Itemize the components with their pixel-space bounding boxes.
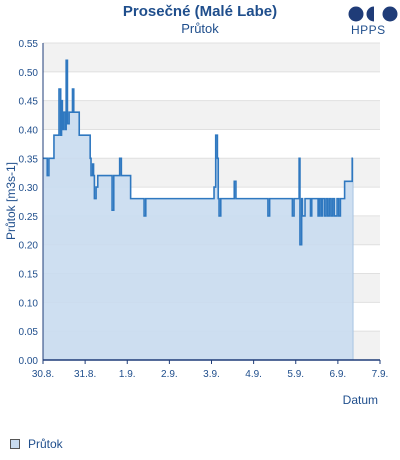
grid-band [43, 43, 380, 72]
hpps-logo-icon [348, 6, 398, 22]
y-tick-label: 0.50 [19, 68, 39, 79]
legend-swatch [10, 439, 20, 449]
x-tick-label: 5.9. [287, 369, 304, 380]
flow-chart: 0.00 0.05 0.10 0.15 0.20 0.25 0.30 0.35 0.40 0.45… [4, 39, 389, 407]
x-tick-label: 6.9. [330, 369, 347, 380]
flow-line [43, 59, 354, 246]
y-tick-label: 0.20 [19, 241, 39, 252]
grid-band [43, 100, 380, 130]
x-tick-label: 1.9. [119, 369, 136, 380]
y-tick-label: 0.05 [19, 327, 39, 338]
y-axis-label: Průtok [m3s-1] [4, 162, 18, 240]
x-tick-label: 2.9. [161, 369, 178, 380]
y-tick-label: 0.00 [19, 356, 39, 367]
x-axis-label: Datum [343, 393, 378, 407]
x-tick-label: 4.9. [245, 369, 262, 380]
x-tick-label: 30.8. [32, 369, 54, 380]
chart-title: Prosečné (Malé Labe) [122, 3, 278, 20]
y-tick-label: 0.45 [19, 97, 39, 108]
grid-band [43, 129, 380, 159]
y-tick-label: 0.30 [19, 183, 39, 194]
legend-label: Průtok [28, 437, 63, 451]
x-tick-label: 3.9. [203, 369, 220, 380]
legend: Průtok [10, 437, 63, 451]
flow-area [43, 60, 354, 361]
logo-text: HPPS [351, 23, 386, 37]
y-tick-label: 0.15 [19, 270, 39, 281]
y-tick-label: 0.25 [19, 212, 39, 223]
y-tick-label: 0.55 [19, 39, 39, 50]
x-tick-label: 7.9. [372, 369, 389, 380]
chart-subtitle: Průtok [181, 21, 219, 36]
y-tick-label: 0.40 [19, 125, 39, 136]
y-tick-label: 0.35 [19, 154, 39, 165]
x-tick-label: 31.8. [74, 369, 96, 380]
grid-band [43, 71, 380, 101]
y-tick-label: 0.10 [19, 298, 39, 309]
